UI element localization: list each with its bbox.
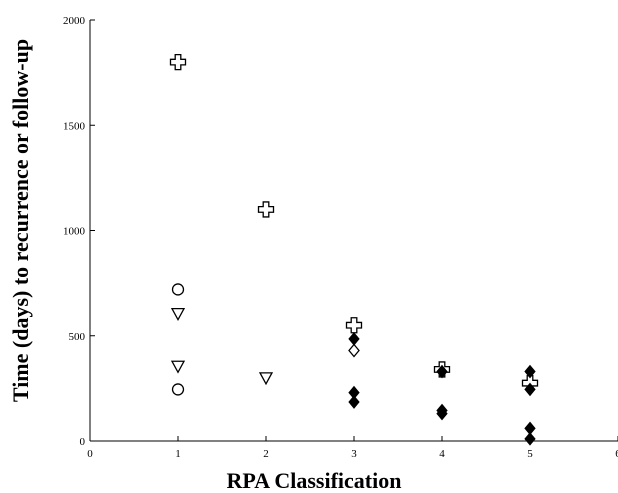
data-point-circle-open bbox=[171, 283, 185, 296]
data-point-diamond-filled bbox=[524, 382, 536, 397]
data-point-diamond-filled bbox=[348, 332, 360, 346]
x-tick-label: 2 bbox=[263, 448, 269, 460]
data-point-triangle-down-open bbox=[170, 307, 186, 322]
data-point-cross-open bbox=[169, 53, 187, 71]
x-tick-label: 6 bbox=[615, 448, 618, 460]
x-tick-label: 1 bbox=[175, 448, 181, 460]
data-point-diamond-filled bbox=[436, 364, 448, 379]
data-points bbox=[169, 53, 539, 446]
data-point-diamond-filled bbox=[436, 406, 448, 421]
data-point-diamond-filled bbox=[524, 364, 536, 379]
x-tick-label: 3 bbox=[351, 448, 357, 460]
data-point-diamond-filled bbox=[524, 432, 536, 446]
x-axis-title: RPA Classification bbox=[227, 468, 402, 493]
y-tick-label: 2000 bbox=[63, 15, 86, 27]
data-point-triangle-down-open bbox=[258, 372, 274, 386]
y-tick-label: 500 bbox=[69, 331, 86, 343]
x-tick-label: 5 bbox=[527, 448, 533, 460]
y-tick-label: 1500 bbox=[63, 120, 86, 132]
y-tick-label: 1000 bbox=[63, 226, 86, 238]
y-tick-label: 0 bbox=[80, 436, 86, 448]
x-tick-label: 0 bbox=[87, 448, 93, 460]
data-point-cross-open bbox=[257, 201, 275, 218]
data-point-cross-open bbox=[345, 317, 363, 334]
data-point-triangle-down-open bbox=[170, 360, 186, 374]
ticks: 0 1 2 3 4 5 6 0 500 1000 1500 2000 bbox=[63, 15, 618, 460]
x-tick-label: 4 bbox=[439, 448, 445, 460]
axes bbox=[89, 20, 618, 442]
data-point-diamond-open bbox=[348, 343, 360, 358]
data-point-diamond-filled bbox=[348, 395, 360, 409]
y-axis-title: Time (days) to recurrence or follow-up bbox=[8, 39, 33, 402]
data-point-circle-open bbox=[171, 383, 185, 396]
